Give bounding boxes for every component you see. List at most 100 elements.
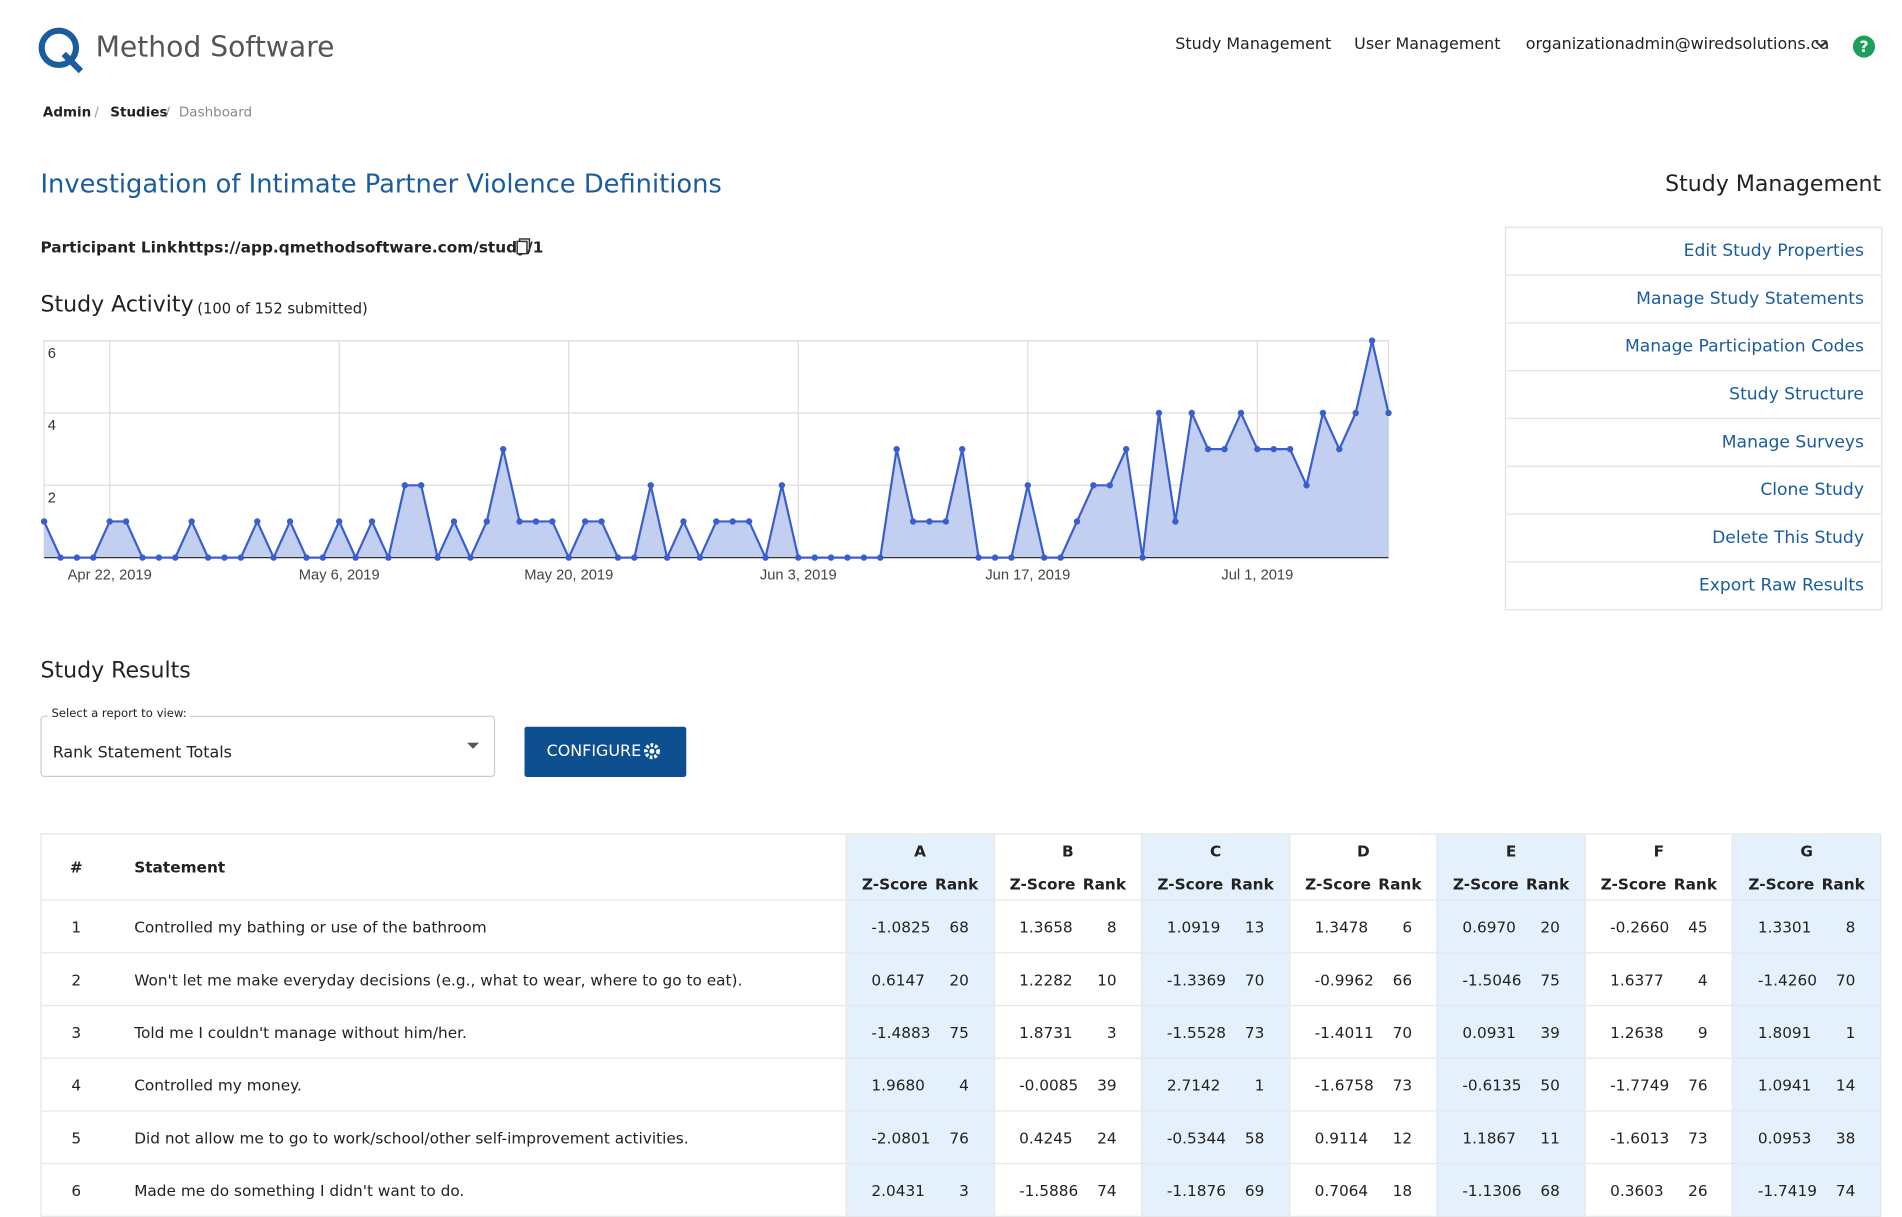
button-label: CONFIGURE [546, 742, 642, 762]
sidebar-link[interactable]: Edit Study Properties [1506, 228, 1882, 276]
z-score: 2.7142 [1166, 1075, 1221, 1094]
point [762, 554, 769, 561]
point [90, 554, 97, 561]
breadcrumb-link[interactable]: Admin [42, 104, 92, 121]
sidebar-link[interactable]: Clone Study [1506, 467, 1882, 515]
factor-cell: -1.4883 75 [845, 1005, 994, 1059]
cell-pair: -0.2660 45 [1586, 917, 1733, 935]
row-number: 1 [41, 900, 111, 954]
z-score: 0.0953 [1757, 1128, 1812, 1147]
factor-cell: 2.7142 1 [1141, 1058, 1290, 1112]
z-score: 0.7064 [1314, 1180, 1369, 1200]
z-score: 0.4245 [1019, 1128, 1073, 1147]
point [1204, 445, 1212, 453]
factor-cell: -0.6135 50 [1436, 1058, 1585, 1112]
factor-name: B [1061, 841, 1074, 860]
factor-cell: 1.2638 9 [1584, 1005, 1733, 1059]
point [844, 554, 851, 561]
subheader: Z-Score Rank [1586, 874, 1733, 892]
cell-pair: 0.3603 26 [1586, 1181, 1733, 1199]
point [909, 518, 917, 525]
point [1008, 554, 1015, 561]
point [877, 554, 884, 561]
point [893, 445, 900, 453]
point [1057, 554, 1064, 561]
cell-pair: 1.2282 10 [995, 970, 1142, 988]
sidebar-link[interactable]: Export Raw Results [1506, 563, 1882, 611]
logo-text[interactable]: Method Software [95, 31, 335, 64]
factor-cell: -1.3369 70 [1141, 952, 1290, 1007]
rank: 38 [1835, 1128, 1856, 1147]
factor-cell: 1.2282 10 [993, 952, 1142, 1007]
copy-icon[interactable] [516, 238, 531, 255]
point [532, 518, 540, 525]
factor-header: C Z-Score Rank [1141, 833, 1290, 901]
cell-pair: -2.0801 76 [847, 1128, 994, 1146]
subheader: Z-Score Rank [1733, 874, 1880, 892]
point [680, 518, 687, 525]
point [1368, 337, 1376, 344]
factor-header: G Z-Score Rank [1732, 833, 1881, 901]
sidebar-link[interactable]: Study Structure [1506, 371, 1882, 420]
subheader-label: Z-Score [1452, 874, 1519, 893]
point [1106, 482, 1113, 489]
subheader-label: Rank [1673, 874, 1718, 893]
point [483, 518, 490, 525]
cell-pair: -1.7419 74 [1733, 1181, 1880, 1199]
rank: 8 [1845, 917, 1856, 936]
z-score: 0.9114 [1314, 1128, 1369, 1147]
rank: 75 [949, 1022, 969, 1042]
sidebar-link[interactable]: Delete This Study [1506, 515, 1882, 563]
sidebar-title: Study Management [1665, 171, 1882, 198]
point [1172, 518, 1179, 525]
cell-pair: 0.0953 38 [1733, 1128, 1880, 1146]
cell-pair: -1.1306 68 [1438, 1181, 1585, 1199]
sidebar-link[interactable]: Manage Surveys [1506, 419, 1882, 467]
report-select[interactable]: Select a report to view: Rank Statement … [40, 707, 496, 777]
factor-cell: 0.3603 26 [1584, 1163, 1733, 1217]
factor-header: D Z-Score Rank [1288, 833, 1438, 901]
rank: 73 [1688, 1128, 1708, 1147]
point [106, 518, 113, 525]
participant-link[interactable]: https://app.qmethodsoftware.com/study/1 [177, 237, 544, 257]
point [631, 554, 638, 561]
z-score: -1.5886 [1019, 1180, 1079, 1200]
z-score: -1.3369 [1166, 969, 1226, 989]
sidebar-link[interactable]: Manage Participation Codes [1506, 324, 1882, 372]
user-menu[interactable]: organizationadmin@wiredsolutions.ca [1525, 35, 1830, 54]
nav-link[interactable]: Study Management [1175, 35, 1332, 54]
z-score: -1.4260 [1757, 969, 1817, 989]
z-score: 2.0431 [871, 1180, 925, 1200]
point [172, 554, 179, 561]
z-score: 1.0919 [1166, 917, 1221, 936]
point [1139, 554, 1146, 561]
cell-pair: 1.2638 9 [1586, 1023, 1733, 1041]
cell-pair: -1.3369 70 [1142, 970, 1289, 988]
nav-link[interactable]: User Management [1354, 35, 1501, 54]
breadcrumb-link[interactable]: Studies [110, 104, 168, 121]
breadcrumb-sep: / [165, 104, 170, 121]
rank: 39 [1097, 1075, 1117, 1094]
subheader: Z-Score Rank [1438, 874, 1585, 892]
study-title: Investigation of Intimate Partner Violen… [40, 169, 722, 199]
cell-pair: -1.4260 70 [1733, 970, 1880, 988]
cell-pair: -1.0825 68 [847, 917, 994, 935]
help-icon[interactable]: ? [1852, 34, 1877, 59]
chevron[interactable] [1814, 39, 1829, 51]
area [44, 340, 1389, 558]
z-score: 1.3478 [1314, 917, 1369, 936]
factor-cell: -1.6758 73 [1288, 1058, 1438, 1112]
rank: 20 [949, 969, 969, 989]
configure-button[interactable]: CONFIGURE [524, 726, 687, 777]
cell-pair: 1.1867 11 [1438, 1128, 1585, 1146]
z-score: 1.8091 [1757, 1022, 1812, 1042]
sidebar-link[interactable]: Manage Study Statements [1506, 276, 1882, 324]
subheader-label: Z-Score [1600, 874, 1667, 893]
factor-cell: -1.5046 75 [1436, 952, 1585, 1007]
point [1090, 482, 1097, 489]
point [663, 554, 671, 561]
rank: 70 [1244, 969, 1265, 989]
factor-header: A Z-Score Rank [845, 833, 994, 901]
factor-cell: -1.1306 68 [1436, 1163, 1585, 1217]
